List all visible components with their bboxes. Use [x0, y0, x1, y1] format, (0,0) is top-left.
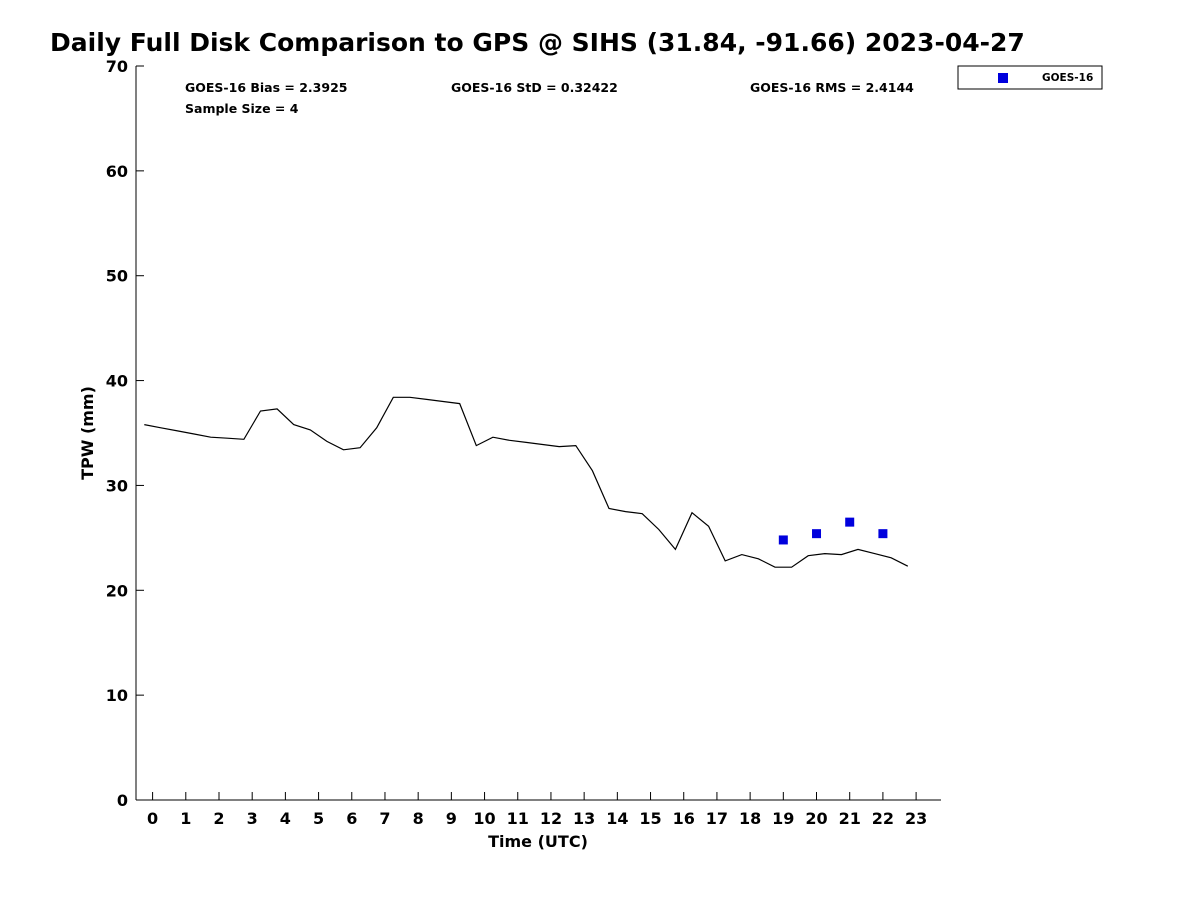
- x-tick-label: 18: [739, 809, 761, 828]
- goes16-data-point: [778, 535, 788, 545]
- x-tick-label: 15: [639, 809, 661, 828]
- y-tick-label: 10: [106, 686, 128, 705]
- goes16-data-point: [812, 529, 822, 539]
- x-tick-label: 16: [673, 809, 695, 828]
- sample-size-stat: Sample Size = 4: [185, 101, 299, 116]
- x-tick-label: 19: [772, 809, 794, 828]
- x-tick-label: 17: [706, 809, 728, 828]
- x-axis-title: Time (UTC): [488, 832, 588, 851]
- y-tick-label: 30: [106, 476, 128, 495]
- legend-marker-goes16: [998, 73, 1008, 83]
- legend-label-goes16: GOES-16: [1042, 72, 1093, 84]
- x-tick-label: 3: [247, 809, 258, 828]
- x-tick-label: 20: [805, 809, 827, 828]
- series-layer: [144, 396, 909, 568]
- goes16-data-point: [878, 529, 888, 539]
- y-tick-label: 60: [106, 162, 128, 181]
- x-tick-label: 0: [147, 809, 158, 828]
- legend: GOES-16: [957, 65, 1103, 90]
- x-tick-label: 2: [213, 809, 224, 828]
- x-tick-label: 11: [507, 809, 529, 828]
- x-tick-label: 13: [573, 809, 595, 828]
- x-tick-label: 22: [872, 809, 894, 828]
- y-tick-label: 70: [106, 57, 128, 76]
- x-tick-label: 10: [473, 809, 495, 828]
- x-tick-label: 21: [839, 809, 861, 828]
- legend-box: [957, 65, 1103, 90]
- y-tick-label: 0: [117, 791, 128, 810]
- ticks: [136, 65, 917, 801]
- gps-tpw-line: [144, 396, 909, 568]
- rms-stat: GOES-16 RMS = 2.4144: [750, 80, 914, 95]
- y-tick-label: 40: [106, 372, 128, 391]
- x-tick-label: 6: [346, 809, 357, 828]
- x-tick-label: 1: [180, 809, 191, 828]
- x-tick-label: 9: [446, 809, 457, 828]
- x-tick-label: 12: [540, 809, 562, 828]
- std-stat: GOES-16 StD = 0.32422: [451, 80, 618, 95]
- bias-stat: GOES-16 Bias = 2.3925: [185, 80, 347, 95]
- goes16-data-point: [845, 517, 855, 527]
- x-tick-label: 14: [606, 809, 628, 828]
- x-tick-label: 8: [413, 809, 424, 828]
- y-axis-title: TPW (mm): [78, 386, 97, 480]
- x-tick-label: 5: [313, 809, 324, 828]
- y-tick-label: 50: [106, 267, 128, 286]
- x-tick-label: 4: [280, 809, 291, 828]
- axes: [135, 66, 941, 801]
- y-tick-label: 20: [106, 581, 128, 600]
- x-tick-label: 23: [905, 809, 927, 828]
- tick-labels: 0 1 2 3 4 5 6 7 8 9 10 11 12 13 14 15 16 17 18 19 20 21 22 2301…: [106, 57, 928, 828]
- chart-title: Daily Full Disk Comparison to GPS @ SIHS…: [50, 28, 1025, 57]
- x-tick-label: 7: [379, 809, 390, 828]
